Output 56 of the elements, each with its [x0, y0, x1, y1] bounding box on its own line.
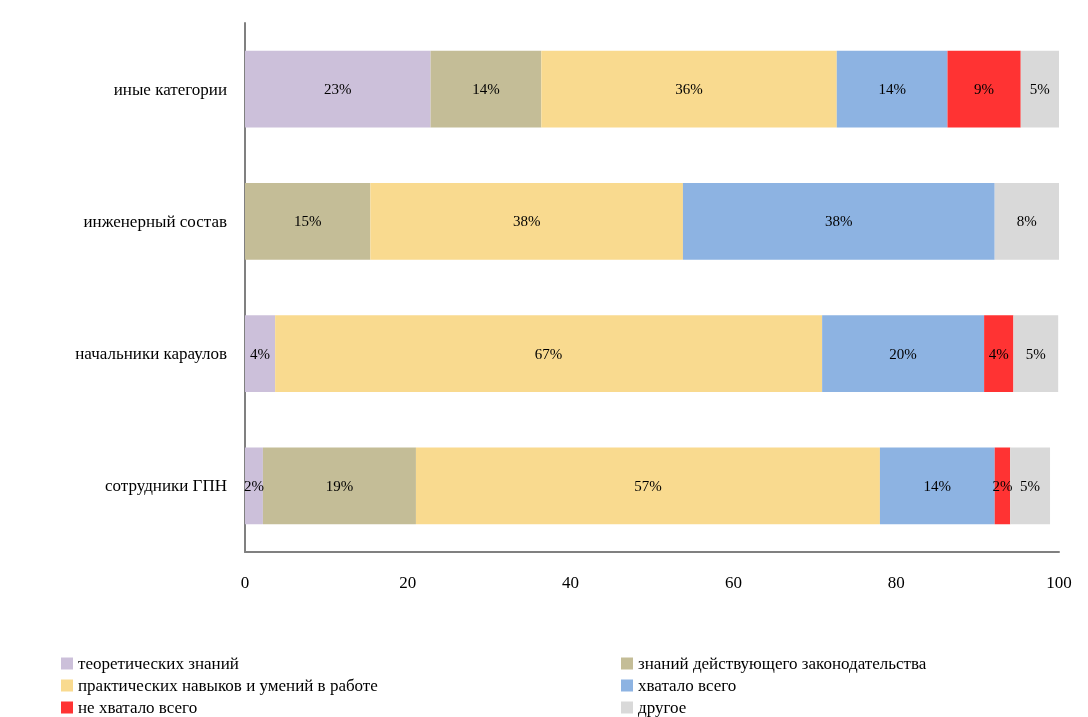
bar — [370, 183, 683, 260]
bar — [275, 315, 823, 392]
data-label: 20% — [889, 345, 917, 362]
bar — [430, 50, 542, 128]
bar — [262, 447, 416, 525]
x-tick-label: 20 — [399, 573, 417, 592]
bar — [682, 183, 995, 260]
bar — [1013, 315, 1059, 392]
legend-label: теоретических знаний — [78, 654, 239, 673]
y-tick-label: иные категории — [113, 79, 227, 99]
data-label: 2% — [243, 477, 264, 494]
x-tick-label: 80 — [887, 573, 905, 592]
data-label: 67% — [534, 345, 563, 362]
legend-label: практических навыков и умений в работе — [78, 676, 378, 695]
bar — [947, 50, 1021, 128]
data-label: 5% — [1029, 81, 1050, 98]
data-label: 14% — [878, 81, 906, 98]
bar — [822, 315, 985, 392]
data-label: 8% — [1016, 213, 1037, 230]
bar — [879, 447, 995, 525]
data-label: 23% — [324, 81, 352, 98]
data-label: 36% — [675, 81, 703, 98]
data-label: 38% — [825, 213, 853, 230]
legend-label: знаний действующего законодательства — [638, 654, 927, 673]
bar — [994, 183, 1059, 260]
x-tick-label: 40 — [562, 573, 580, 592]
legend-label: другое — [638, 698, 687, 717]
bar — [541, 50, 837, 128]
x-tick-label: 0 — [240, 573, 250, 592]
data-label: 14% — [923, 477, 952, 494]
x-tick-label: 60 — [724, 573, 742, 592]
y-tick-label: сотрудники ГПН — [105, 476, 227, 496]
data-label: 5% — [1020, 477, 1041, 494]
data-label: 14% — [472, 81, 500, 98]
data-label: 9% — [974, 81, 995, 98]
bar — [245, 183, 371, 260]
legend-label: хватало всего — [638, 676, 737, 695]
bar — [245, 50, 431, 128]
data-label: 57% — [634, 477, 662, 494]
bar — [1020, 50, 1059, 128]
data-label: 19% — [325, 477, 354, 494]
bar — [984, 315, 1014, 392]
y-tick-label: инженерный состав — [83, 211, 227, 231]
x-tick-label: 100 — [1046, 573, 1072, 592]
y-tick-label: начальники караулов — [75, 344, 227, 364]
bar — [415, 447, 880, 525]
legend-label: не хватало всего — [78, 698, 198, 717]
data-label: 15% — [293, 213, 322, 230]
data-label: 4% — [250, 345, 271, 362]
bar — [836, 50, 948, 128]
data-label: 5% — [1025, 345, 1046, 362]
bar — [1010, 447, 1051, 525]
data-label: 38% — [512, 213, 541, 230]
bar — [245, 447, 263, 525]
bar — [245, 315, 276, 392]
data-label: 4% — [988, 345, 1009, 362]
